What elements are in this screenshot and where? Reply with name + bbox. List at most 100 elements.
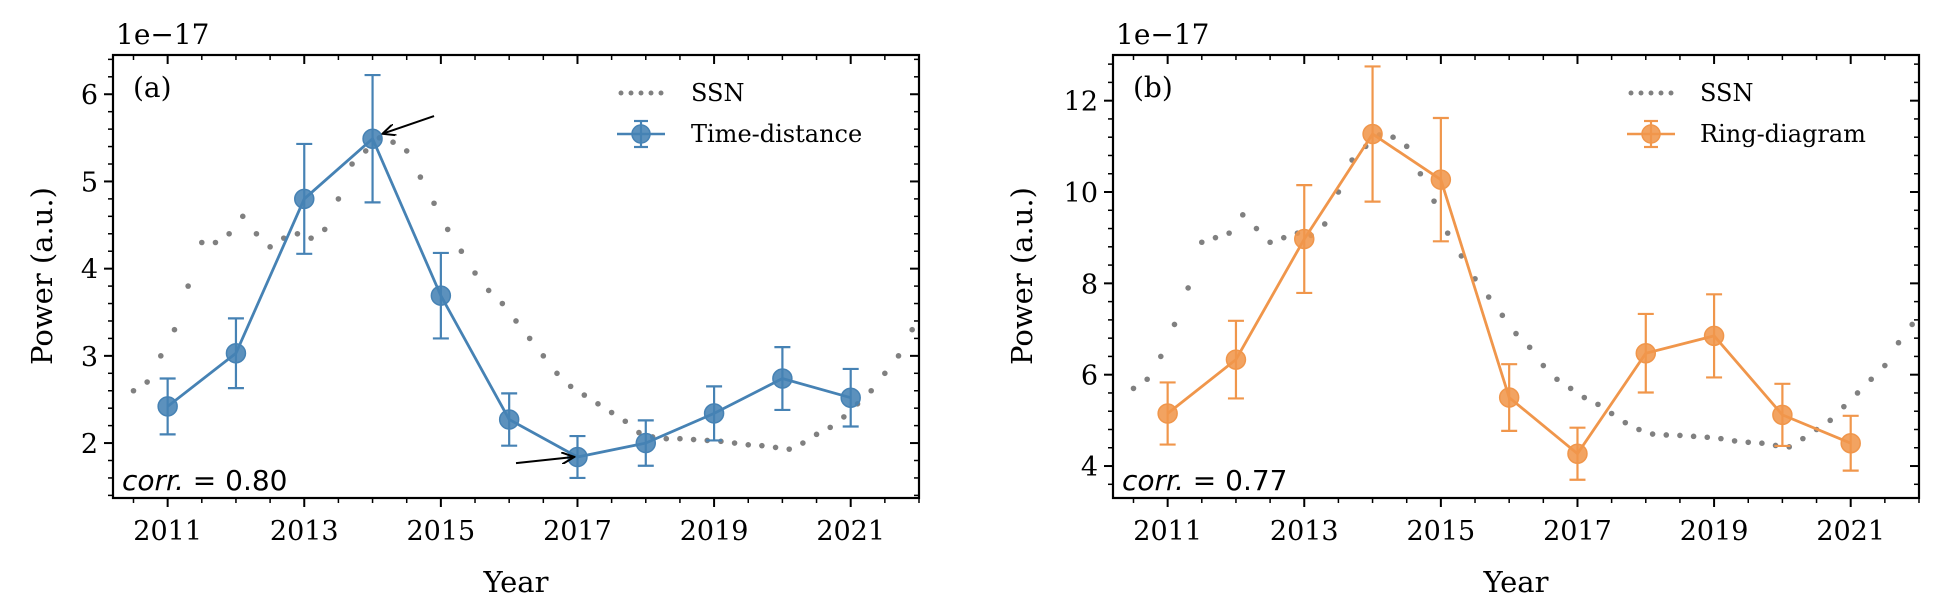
panel-b-ssn-point — [1540, 362, 1547, 369]
panel-a-ytick-label: 5 — [81, 167, 98, 198]
panel-a-ssn-point — [622, 418, 629, 425]
panel-a-xtick-label: 2013 — [270, 516, 339, 547]
panel-b-ssn-point — [1677, 432, 1683, 439]
panel-a-ylabel: Power (a.u.) — [25, 187, 59, 365]
panel-b-ssn-point — [1417, 170, 1424, 177]
panel-a-ssn-point — [581, 392, 588, 398]
panel-a-ssn-point — [677, 435, 683, 442]
panel-b-data-point — [1772, 404, 1793, 426]
panel-b-ssn-point — [1704, 434, 1711, 441]
panel-a-ssn-point — [335, 196, 342, 202]
panel-a-ssn-point — [595, 401, 601, 407]
panel-b-ytick-label: 10 — [1064, 178, 1098, 209]
panel-b-legend-series-swatch — [1627, 119, 1675, 149]
panel-b-data-point — [1703, 325, 1725, 347]
panel-b-ssn-point — [1158, 353, 1164, 360]
panel-b-legend-ssn-label: SSN — [1700, 79, 1753, 107]
panel-a-ssn-point — [540, 353, 547, 359]
panel-b-corr-prefix: corr. — [1122, 464, 1184, 497]
panel-b-ssn-point — [1745, 439, 1752, 446]
panel-b-ssn-point — [1854, 390, 1861, 396]
panel-a-ssn-point — [144, 379, 150, 385]
panel-a-ssn-point — [485, 287, 492, 294]
panel-b-ssn-point — [1403, 143, 1410, 150]
panel-a-frame — [111, 53, 921, 500]
panel-a-xtick-label: 2021 — [816, 516, 885, 547]
panel-a-ssn-point — [171, 326, 178, 333]
panel-a-ssn-point — [431, 200, 437, 207]
panel-a-legend-series-label: Time-distance — [691, 120, 862, 148]
panel-a-ssn-point — [198, 239, 205, 246]
panel-a-data-point — [225, 342, 247, 364]
panel-b-data-point — [1225, 349, 1247, 370]
panel-a-ssn-point — [909, 326, 915, 333]
panel-a-data-point — [294, 188, 315, 210]
panel-b-ssn-point — [1212, 234, 1219, 241]
panel-b-ssn-point — [1731, 438, 1738, 444]
panel-a-ssn-point — [253, 230, 260, 237]
panel-a-ssn-point — [130, 387, 137, 394]
panel-b-ssn-point — [1485, 294, 1492, 300]
panel-a-data-point — [498, 409, 520, 430]
panel-b-ssn-point — [1267, 239, 1273, 246]
panel-b-data-point — [1567, 443, 1588, 464]
panel-a-ssn-point — [185, 283, 191, 289]
panel-b-data-point — [1157, 403, 1178, 424]
panel-b-ssn-point — [1868, 376, 1874, 383]
panel-a-ssn-point — [513, 318, 519, 324]
panel-a-plot: 2011 2013 2015 2017 2019 2021 2 3 4 5 6 — [81, 55, 920, 547]
panel-b-ssn-point — [1841, 403, 1847, 410]
panel-a-corr-prefix: corr. — [122, 464, 184, 497]
panel-b-ssn-point — [1226, 230, 1232, 236]
panel-a-annotation-arrow — [515, 457, 573, 463]
panel-a-ssn-point — [349, 161, 355, 167]
panel-b-ssn-point — [1649, 431, 1656, 437]
panel-a-ssn-point — [731, 440, 738, 446]
panel-a-ssn-point — [841, 414, 847, 420]
panel-b-ssn-point — [1253, 225, 1260, 232]
panel-b-ssn-point — [1882, 362, 1888, 369]
panel-b-ytick-label: 12 — [1064, 87, 1098, 118]
panel-a-data-point — [157, 396, 178, 417]
panel-a-ssn-point — [294, 230, 301, 237]
panel-a-ssn-point — [608, 409, 615, 416]
panel-b-ssn-point — [1567, 385, 1574, 392]
panel-b-label: (b) — [1133, 71, 1173, 104]
panel-b-ssn-point — [1499, 312, 1506, 319]
panel-a-annotation-arrow — [383, 115, 435, 133]
panel-a-data-point — [772, 368, 793, 389]
panel-a-ytick-label: 2 — [81, 429, 98, 460]
panel-b-ssn-point — [1759, 440, 1765, 446]
panel-a-data-point — [430, 285, 452, 306]
panel-a-ssn-point — [636, 429, 642, 436]
panel-b-ssn-point — [1321, 221, 1328, 227]
panel-a-ssn-point — [321, 226, 328, 233]
panel-b-ssn-point — [1718, 435, 1724, 442]
panel-b-xtick-label: 2021 — [1816, 516, 1885, 547]
panel-a-ssn-point — [827, 424, 834, 431]
panel-b-ssn-point — [1636, 426, 1642, 433]
panel-b-ylabel: Power (a.u.) — [1005, 187, 1039, 365]
panel-b-ssn-point — [1526, 344, 1533, 351]
panel-a-ssn-point — [362, 148, 369, 154]
panel-a-ssn-point — [745, 442, 752, 448]
panel-b-data-point — [1635, 342, 1657, 364]
panel-a-ssn-point — [663, 435, 670, 442]
panel-b-ssn-point — [1144, 376, 1150, 383]
panel-a-ssn-point — [458, 248, 465, 255]
panel-a-ssn-point — [417, 174, 424, 180]
panel-b-ytick-label: 8 — [1081, 269, 1098, 300]
panel-b-ssn-point — [1185, 285, 1191, 291]
panel-a-corr: corr. = 0.80 — [122, 464, 288, 497]
panel-a-ssn-point — [390, 139, 396, 146]
panel-b-ssn-point — [1458, 253, 1465, 259]
panel-a-ssn-point — [239, 213, 246, 220]
panel-b-legend-ssn-swatch — [1628, 90, 1674, 96]
panel-b-corr-value: = 0.77 — [1184, 464, 1288, 497]
panel-b-ssn-point — [1581, 394, 1588, 401]
panel-b-ssn-point — [1280, 234, 1287, 241]
panel-a-ssn-point — [786, 446, 793, 452]
panel-a-xtick-label: 2011 — [133, 516, 202, 547]
panel-a-ssn-point — [267, 244, 273, 250]
panel-a-data-point — [635, 432, 657, 454]
